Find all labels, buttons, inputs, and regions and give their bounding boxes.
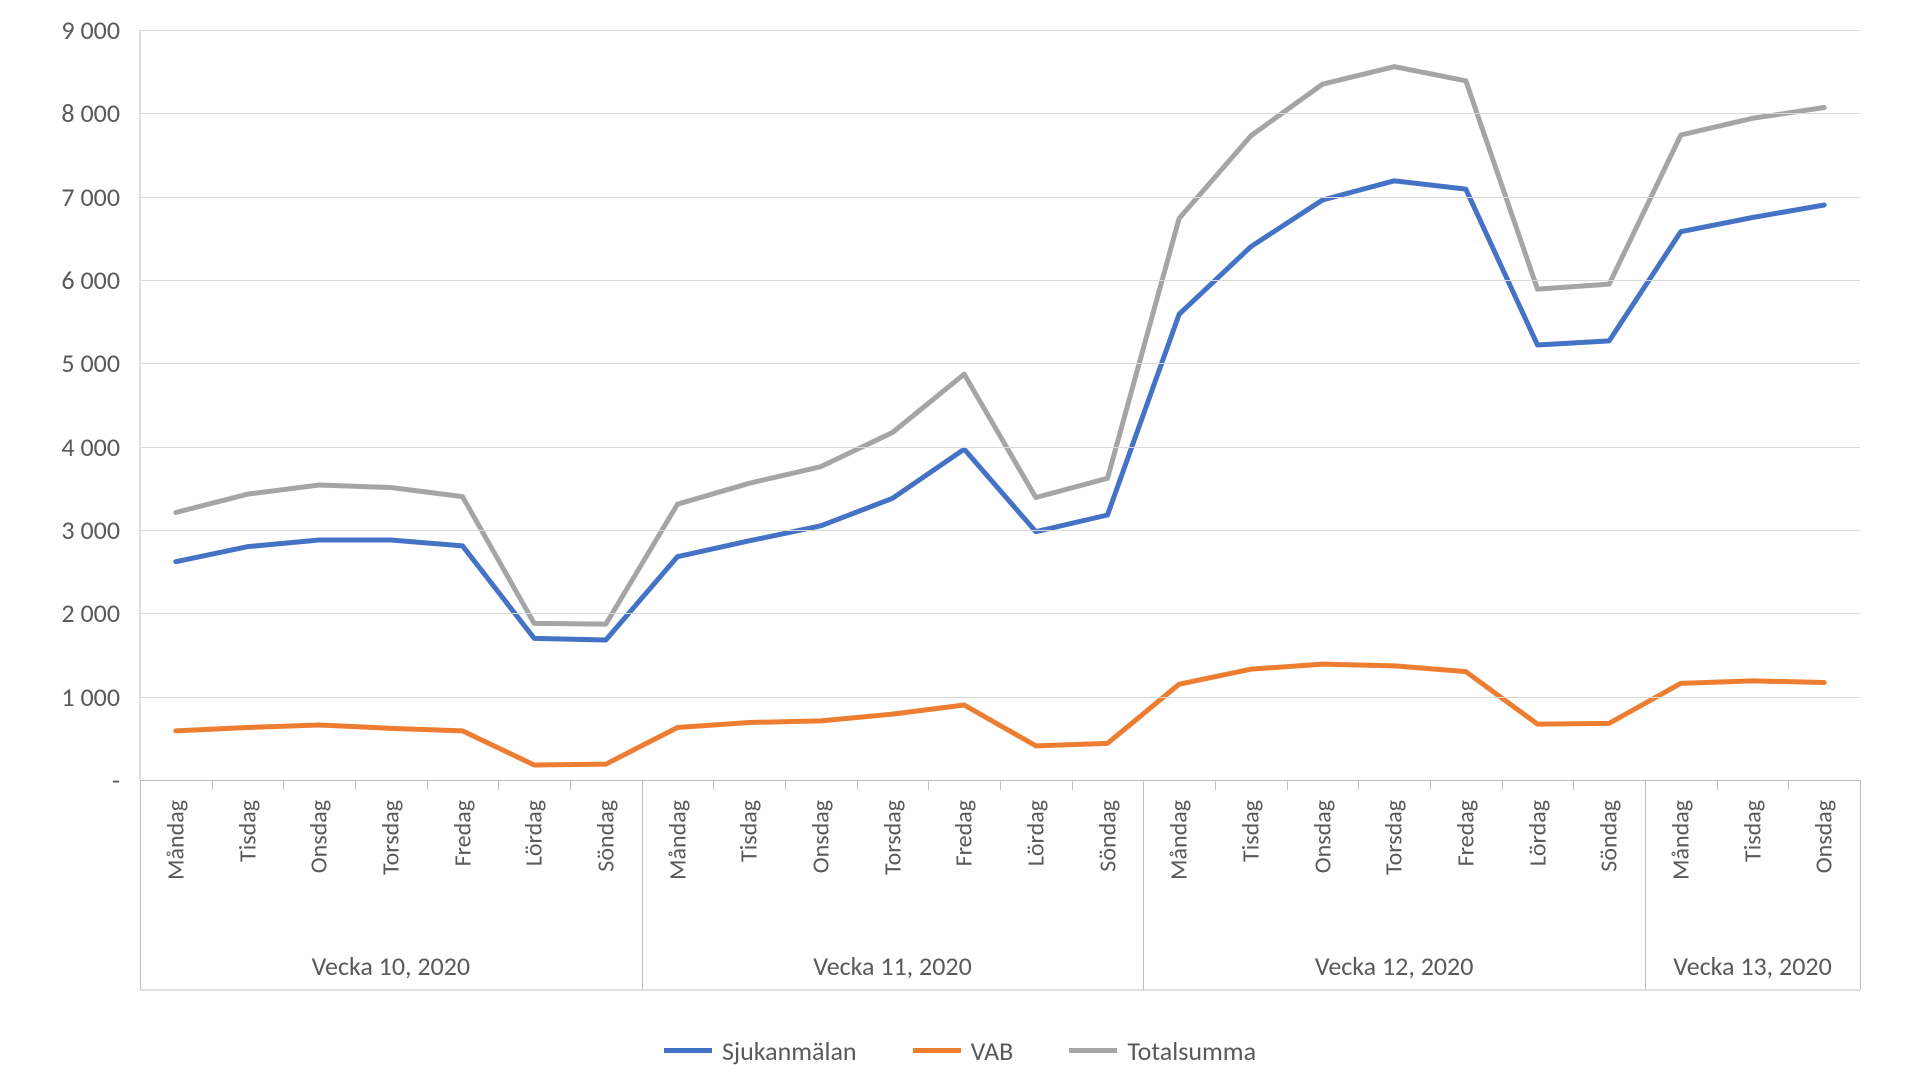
y-tick-label: 5 000 xyxy=(61,347,120,379)
x-tick xyxy=(1287,780,1288,790)
x-day-label: Tisdag xyxy=(1738,800,1767,862)
group-divider xyxy=(140,780,141,990)
gridline xyxy=(140,30,1860,31)
group-divider xyxy=(1645,780,1646,990)
y-tick-label: 6 000 xyxy=(61,264,120,296)
gridline xyxy=(140,697,1860,698)
y-tick-label: 3 000 xyxy=(61,514,120,546)
legend: Sjukanmälan VAB Totalsumma xyxy=(0,1028,1920,1067)
gridline xyxy=(140,530,1860,531)
x-day-label: Söndag xyxy=(1093,800,1122,872)
gridline xyxy=(140,363,1860,364)
x-day-label: Lördag xyxy=(520,800,549,866)
x-day-label: Torsdag xyxy=(1380,800,1409,875)
gridline xyxy=(140,113,1860,114)
legend-swatch xyxy=(1069,1048,1117,1053)
x-day-label: Lördag xyxy=(1523,800,1552,866)
legend-item: VAB xyxy=(913,1035,1014,1067)
x-tick xyxy=(1717,780,1718,790)
group-divider xyxy=(1143,780,1144,990)
x-day-label: Tisdag xyxy=(735,800,764,862)
x-day-label: Fredag xyxy=(1451,800,1480,866)
x-group-label: Vecka 10, 2020 xyxy=(312,950,471,982)
x-day-label: Torsdag xyxy=(376,800,405,875)
x-day-label: Söndag xyxy=(591,800,620,872)
x-day-label: Måndag xyxy=(161,800,190,880)
legend-swatch xyxy=(913,1048,961,1053)
y-tick-label: 8 000 xyxy=(61,97,120,129)
x-tick xyxy=(857,780,858,790)
x-tick xyxy=(1502,780,1503,790)
x-day-label: Måndag xyxy=(1666,800,1695,880)
group-divider xyxy=(1860,780,1861,990)
x-tick xyxy=(785,780,786,790)
x-day-label: Onsdag xyxy=(1810,800,1839,873)
x-tick xyxy=(1573,780,1574,790)
x-day-label: Söndag xyxy=(1595,800,1624,872)
x-group-label: Vecka 13, 2020 xyxy=(1673,950,1832,982)
x-tick xyxy=(1000,780,1001,790)
x-day-label: Måndag xyxy=(1165,800,1194,880)
x-tick xyxy=(1358,780,1359,790)
x-day-label: Fredag xyxy=(950,800,979,866)
x-day-label: Måndag xyxy=(663,800,692,880)
legend-label: Totalsumma xyxy=(1127,1035,1256,1067)
gridline xyxy=(140,280,1860,281)
legend-label: Sjukanmälan xyxy=(722,1035,857,1067)
y-tick-label: 1 000 xyxy=(61,681,120,713)
gridline xyxy=(140,197,1860,198)
legend-label: VAB xyxy=(971,1035,1014,1067)
y-tick-label: - xyxy=(112,764,120,796)
x-day-label: Lördag xyxy=(1021,800,1050,866)
x-day-label: Fredag xyxy=(448,800,477,866)
y-tick-label: 4 000 xyxy=(61,431,120,463)
x-day-label: Torsdag xyxy=(878,800,907,875)
y-tick-label: 7 000 xyxy=(61,181,120,213)
group-divider xyxy=(642,780,643,990)
chart-container: Sjukanmälan VAB Totalsumma - 1 000 2 000 3 00… xyxy=(0,0,1920,1080)
x-group-label: Vecka 11, 2020 xyxy=(813,950,972,982)
x-tick xyxy=(928,780,929,790)
legend-item: Totalsumma xyxy=(1069,1035,1256,1067)
x-day-label: Tisdag xyxy=(1236,800,1265,862)
x-tick xyxy=(1788,780,1789,790)
x-tick xyxy=(427,780,428,790)
y-tick-label: 9 000 xyxy=(61,14,120,46)
chart-svg xyxy=(0,0,1920,1080)
x-tick xyxy=(1215,780,1216,790)
x-tick xyxy=(713,780,714,790)
x-tick xyxy=(1430,780,1431,790)
y-tick-label: 2 000 xyxy=(61,597,120,629)
x-day-label: Onsdag xyxy=(806,800,835,873)
x-day-label: Onsdag xyxy=(305,800,334,873)
x-tick xyxy=(283,780,284,790)
x-tick xyxy=(570,780,571,790)
x-tick xyxy=(212,780,213,790)
gridline xyxy=(140,613,1860,614)
legend-swatch xyxy=(664,1048,712,1053)
x-day-label: Onsdag xyxy=(1308,800,1337,873)
x-day-label: Tisdag xyxy=(233,800,262,862)
series-line xyxy=(176,181,1824,640)
legend-item: Sjukanmälan xyxy=(664,1035,857,1067)
series-line xyxy=(176,664,1824,765)
x-tick xyxy=(355,780,356,790)
x-tick xyxy=(1072,780,1073,790)
gridline xyxy=(140,447,1860,448)
x-group-label: Vecka 12, 2020 xyxy=(1315,950,1474,982)
x-tick xyxy=(498,780,499,790)
